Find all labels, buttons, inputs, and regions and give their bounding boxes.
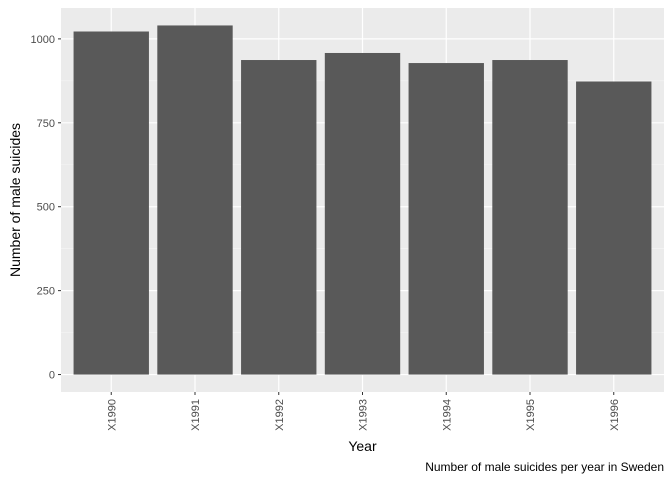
- x-axis: X1990 X1991 X1992 X1993 X1994 X1995 X1996: [106, 392, 621, 431]
- bars: [73, 25, 652, 375]
- y-tick-label: 500: [37, 202, 55, 214]
- x-tick-label: X1992: [274, 399, 286, 431]
- x-tick-label: X1994: [441, 399, 453, 431]
- y-tick-label: 250: [37, 286, 55, 298]
- bar-X1992: [241, 60, 317, 375]
- x-tick-label: X1995: [525, 399, 537, 431]
- bar-X1991: [157, 25, 233, 375]
- x-tick-label: X1993: [358, 399, 370, 431]
- x-tick-label: X1996: [609, 399, 621, 431]
- bar-X1995: [492, 60, 568, 375]
- bar-X1990: [73, 31, 149, 375]
- y-tick-label: 0: [49, 370, 55, 382]
- chart-caption: Number of male suicides per year in Swed…: [425, 460, 664, 474]
- bar-X1996: [576, 81, 652, 375]
- bar-X1994: [408, 63, 484, 375]
- x-tick-label: X1991: [190, 399, 202, 431]
- x-axis-title: Year: [348, 438, 377, 454]
- y-axis: 0 250 500 750 1000: [31, 34, 61, 382]
- y-axis-title: Number of male suicides: [7, 123, 23, 277]
- bar-X1993: [324, 52, 401, 375]
- x-tick-label: X1990: [106, 399, 118, 431]
- y-tick-label: 1000: [31, 34, 55, 46]
- y-tick-label: 750: [37, 118, 55, 130]
